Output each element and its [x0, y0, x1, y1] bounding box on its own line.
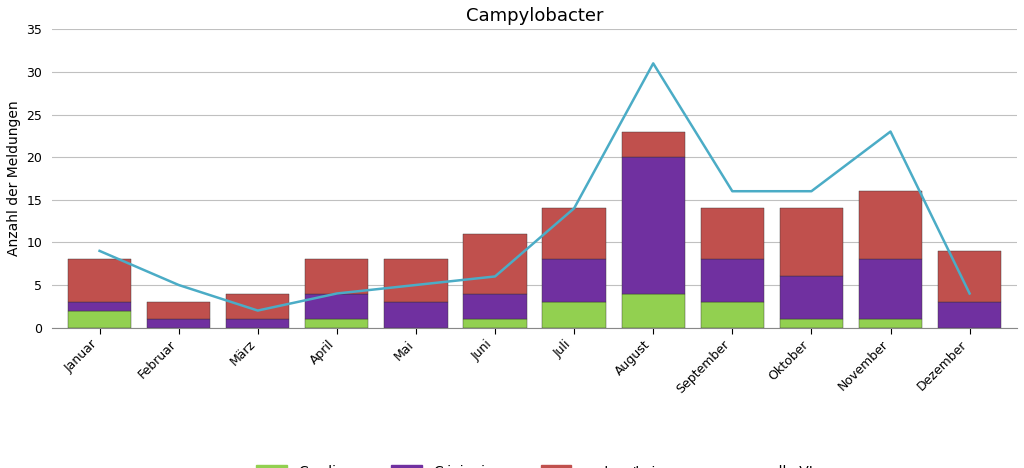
Bar: [859, 259, 923, 319]
Bar: [938, 302, 1001, 328]
Bar: [305, 319, 369, 328]
Bar: [464, 234, 526, 293]
Bar: [305, 293, 369, 319]
Bar: [68, 311, 131, 328]
Bar: [147, 302, 210, 319]
Bar: [226, 319, 290, 328]
Y-axis label: Anzahl der Meldungen: Anzahl der Meldungen: [7, 101, 20, 256]
Bar: [622, 157, 685, 293]
Bar: [859, 319, 923, 328]
Bar: [622, 132, 685, 157]
Bar: [543, 302, 606, 328]
Bar: [700, 259, 764, 302]
Bar: [384, 259, 447, 302]
Bar: [226, 293, 290, 319]
Bar: [543, 259, 606, 302]
Legend: C.coli, C.jejuni, andere/keine, alle VJ: C.coli, C.jejuni, andere/keine, alle VJ: [251, 460, 818, 468]
Bar: [464, 293, 526, 319]
Bar: [938, 251, 1001, 302]
Bar: [859, 191, 923, 259]
Bar: [700, 208, 764, 259]
Bar: [384, 302, 447, 328]
Bar: [622, 293, 685, 328]
Bar: [543, 208, 606, 259]
Bar: [700, 302, 764, 328]
Bar: [779, 319, 843, 328]
Bar: [68, 302, 131, 311]
Title: Campylobacter: Campylobacter: [466, 7, 603, 25]
Bar: [779, 277, 843, 319]
Bar: [147, 319, 210, 328]
Bar: [464, 319, 526, 328]
Bar: [68, 259, 131, 302]
Bar: [779, 208, 843, 277]
Bar: [305, 259, 369, 293]
